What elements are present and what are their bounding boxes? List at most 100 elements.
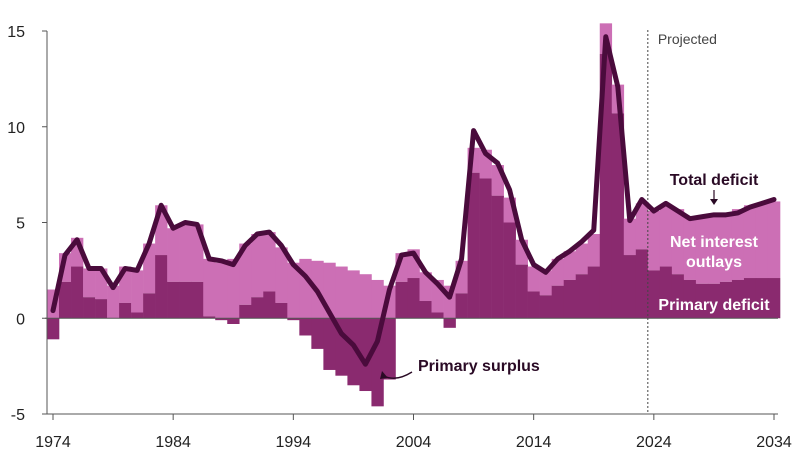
net-interest-bar-1995 <box>299 258 312 319</box>
x-tick-label-1984: 1984 <box>155 434 191 451</box>
primary-deficit-bar-2007 <box>443 318 456 328</box>
net-interest-label-line2: outlays <box>686 254 742 271</box>
primary-surplus-arrow-head <box>380 371 388 379</box>
primary-deficit-bar-2009 <box>467 172 480 319</box>
net-interest-bar-1993 <box>275 247 288 303</box>
y-axis: 15 10 5 0 -5 <box>7 24 48 424</box>
primary-deficit-bar-1986 <box>191 281 204 319</box>
primary-deficit-bar-2001 <box>371 318 384 407</box>
y-tick-label--5: -5 <box>11 407 25 424</box>
annotations-group: Total deficit Net interest outlays Primary … <box>380 172 770 379</box>
primary-deficit-bar-1978 <box>95 299 108 319</box>
primary-deficit-bar-2011 <box>491 195 504 319</box>
net-interest-bar-1981 <box>131 270 144 313</box>
primary-deficit-bar-2027 <box>683 279 697 319</box>
primary-deficit-bar-2032 <box>743 278 757 319</box>
primary-deficit-bar-2024 <box>647 270 661 319</box>
net-interest-bar-1977 <box>83 268 96 298</box>
net-interest-bar-2015 <box>539 270 552 296</box>
net-interest-bar-2022 <box>623 218 637 256</box>
primary-deficit-bar-1976 <box>71 266 84 319</box>
primary-deficit-bar-2029 <box>707 283 721 319</box>
net-interest-bar-1991 <box>251 233 264 298</box>
primary-deficit-bar-1994 <box>287 318 300 321</box>
primary-deficit-bar-1987 <box>203 316 216 319</box>
primary-deficit-bar-1993 <box>275 302 288 319</box>
x-tick-label-2014: 2014 <box>516 434 552 451</box>
primary-deficit-bar-1991 <box>251 297 264 319</box>
primary-deficit-bar-2016 <box>551 285 565 319</box>
y-tick-label-0: 0 <box>16 311 25 328</box>
primary-deficit-bar-2025 <box>659 266 673 319</box>
net-interest-bar-1992 <box>263 232 276 292</box>
primary-deficit-bar-2026 <box>671 274 685 319</box>
primary-deficit-bar-2034 <box>767 278 781 319</box>
net-interest-bar-1989 <box>227 258 240 319</box>
net-interest-bar-2033 <box>755 203 769 279</box>
primary-deficit-bar-2018 <box>575 274 589 319</box>
primary-deficit-bar-2022 <box>623 255 637 319</box>
primary-deficit-bar-2013 <box>515 264 528 319</box>
net-interest-bar-1988 <box>215 262 228 319</box>
primary-deficit-bar-2003 <box>395 281 408 319</box>
x-tick-label-1974: 1974 <box>35 434 71 451</box>
net-interest-bar-2032 <box>743 205 757 279</box>
net-interest-bar-1998 <box>335 266 348 319</box>
primary-deficit-bar-2023 <box>635 249 649 319</box>
net-interest-bar-2034 <box>767 201 781 279</box>
primary-deficit-bar-2030 <box>719 281 733 319</box>
net-interest-bar-1985 <box>179 222 192 282</box>
primary-deficit-bar-2008 <box>455 293 468 319</box>
primary-deficit-bar-1977 <box>83 297 96 319</box>
primary-deficit-bar-2017 <box>563 279 577 319</box>
bars-group <box>46 23 781 407</box>
net-interest-bar-2001 <box>371 279 384 319</box>
x-axis: 1974 1984 1994 2004 2014 2024 2034 <box>35 413 792 451</box>
primary-deficit-bar-2006 <box>431 312 444 319</box>
primary-deficit-bar-2010 <box>479 178 492 319</box>
primary-deficit-label: Primary deficit <box>658 297 770 314</box>
net-interest-bar-2028 <box>695 216 709 284</box>
x-tick-label-2004: 2004 <box>396 434 432 451</box>
primary-deficit-bar-2028 <box>695 283 709 319</box>
net-interest-bar-1984 <box>167 228 180 282</box>
primary-deficit-bar-1997 <box>323 318 336 370</box>
net-interest-bar-2005 <box>419 272 432 302</box>
y-tick-label-5: 5 <box>16 216 25 233</box>
primary-deficit-bar-1974 <box>46 318 60 340</box>
net-interest-bar-2017 <box>563 251 577 280</box>
primary-deficit-bar-2000 <box>359 318 372 392</box>
net-interest-bar-2023 <box>635 203 649 250</box>
primary-deficit-bar-1988 <box>215 318 228 321</box>
primary-deficit-bar-1989 <box>227 318 240 324</box>
primary-deficit-bar-2005 <box>419 301 432 319</box>
net-interest-bar-2031 <box>731 209 745 280</box>
primary-deficit-bar-2033 <box>755 278 769 319</box>
primary-deficit-bar-1984 <box>167 281 180 319</box>
primary-deficit-bar-1982 <box>143 293 156 319</box>
primary-deficit-bar-1983 <box>155 255 168 319</box>
net-interest-bar-2000 <box>359 274 372 319</box>
x-tick-label-2024: 2024 <box>636 434 672 451</box>
net-interest-bar-1979 <box>107 285 120 319</box>
primary-deficit-bar-2002 <box>383 318 396 380</box>
y-tick-label-15: 15 <box>7 24 25 41</box>
projected-label: Projected <box>658 31 717 47</box>
net-interest-bar-1999 <box>347 270 360 319</box>
net-interest-bar-2027 <box>683 216 697 280</box>
primary-surplus-label: Primary surplus <box>418 358 540 375</box>
x-tick-label-2034: 2034 <box>756 434 792 451</box>
net-interest-bar-2019 <box>587 233 601 267</box>
primary-deficit-bar-1990 <box>239 304 252 319</box>
net-interest-bar-2026 <box>671 209 685 275</box>
primary-deficit-bar-2012 <box>503 222 516 319</box>
net-interest-bar-2014 <box>527 266 540 292</box>
y-tick-label-10: 10 <box>7 120 25 137</box>
primary-deficit-bar-2031 <box>731 279 745 319</box>
net-interest-bar-2018 <box>575 243 589 275</box>
primary-deficit-bar-1981 <box>131 312 144 319</box>
total-deficit-arrow-head <box>710 199 718 205</box>
net-interest-bar-2029 <box>707 214 721 284</box>
